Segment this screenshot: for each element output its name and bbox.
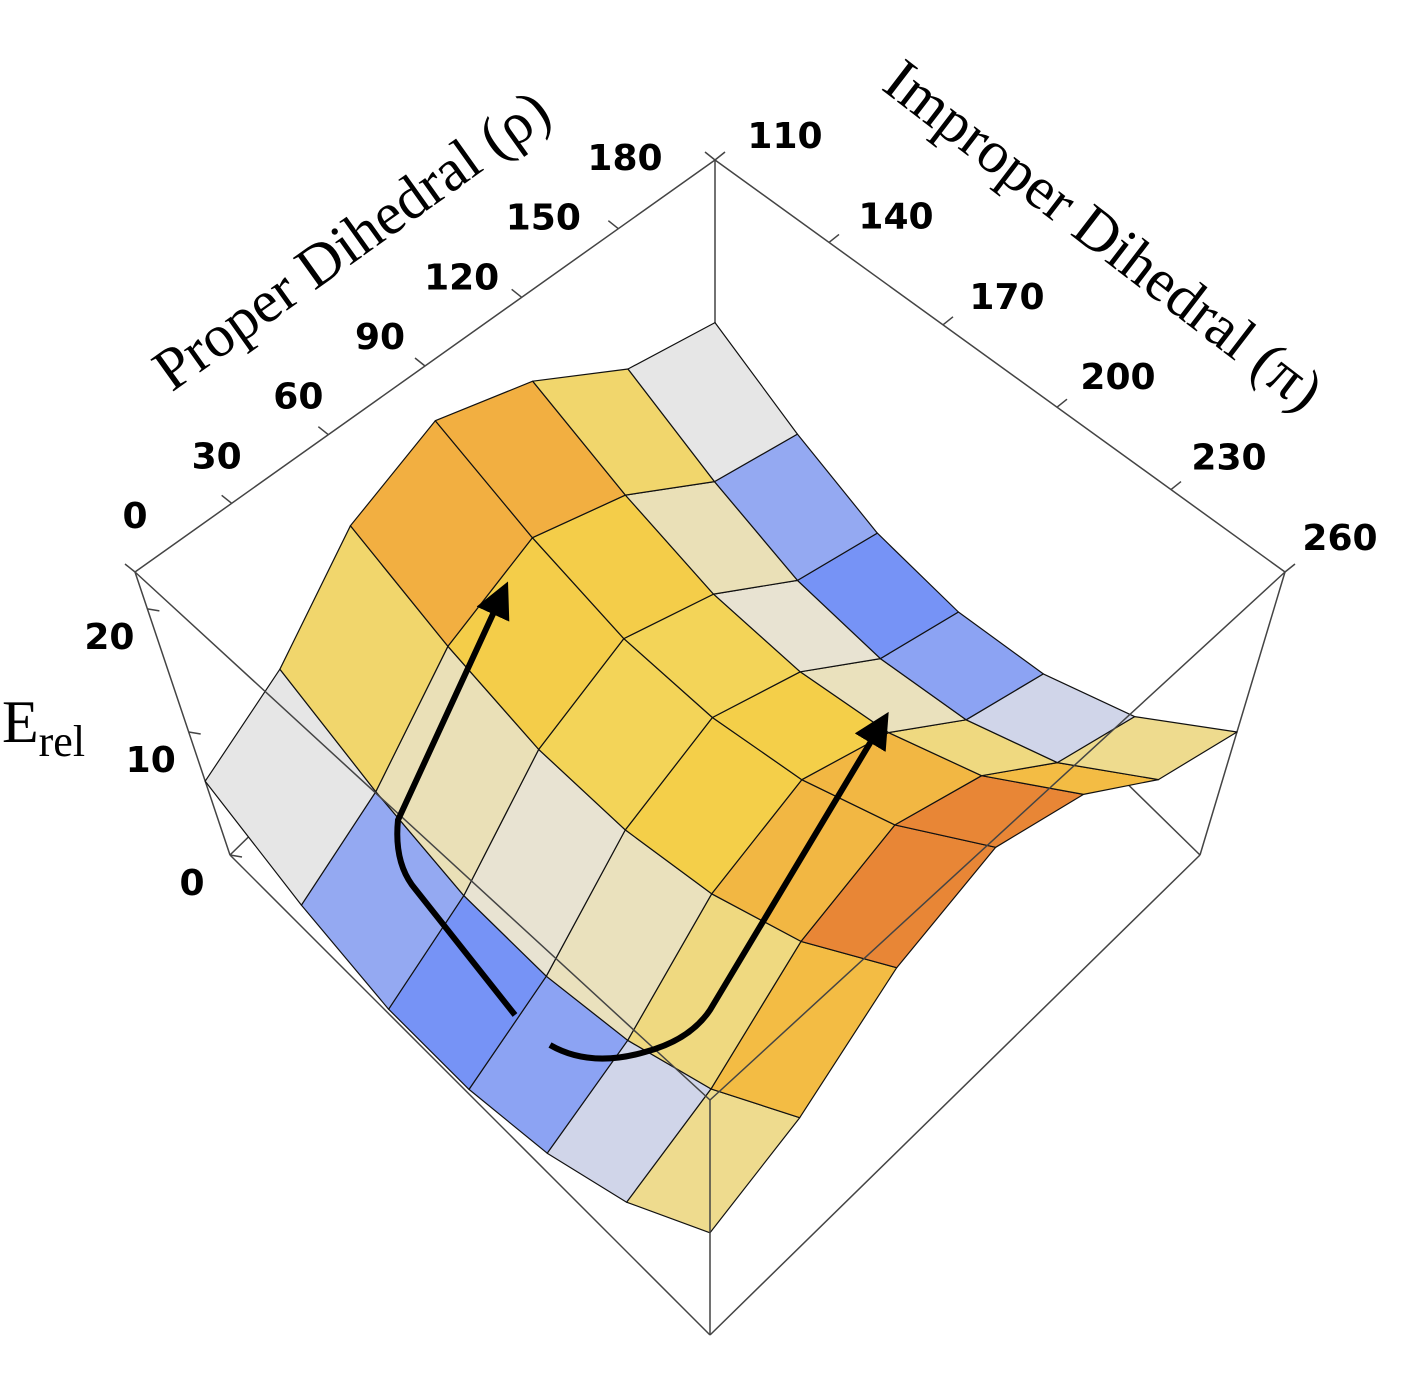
y-tick-label: 170 (969, 277, 1044, 318)
x-tick-label: 60 (273, 377, 323, 418)
y-tick-label: 230 (1191, 438, 1266, 479)
x-axis-label: Proper Dihedral (ρ) (141, 77, 562, 404)
arrow (394, 581, 518, 1017)
y-tick (1284, 563, 1296, 573)
x-tick (124, 563, 136, 573)
x-tick (317, 426, 329, 436)
z-tick (229, 854, 243, 858)
z-tick-label: 10 (126, 740, 176, 781)
y-tick-label: 200 (1080, 357, 1155, 398)
y-tick (828, 233, 840, 243)
box-front (134, 571, 1286, 1336)
y-tick (942, 316, 954, 326)
y-tick (1056, 398, 1068, 408)
x-tick-label: 90 (355, 317, 405, 358)
x-tick (511, 288, 523, 298)
surface-patch (627, 322, 799, 483)
x-tick-label: 30 (192, 436, 242, 477)
x-tick-label: 180 (587, 138, 662, 179)
x-tick-label: 150 (506, 198, 581, 239)
y-tick-label: 140 (858, 196, 933, 237)
arrow (548, 711, 889, 1062)
z-axis-label: Erel (2, 689, 85, 766)
z-axis-label-sub: rel (39, 717, 85, 766)
x-tick (221, 494, 233, 504)
y-tick (714, 151, 726, 161)
z-axis-label-main: E (2, 689, 39, 755)
x-tick (704, 151, 716, 161)
z-tick (188, 731, 201, 735)
annotation-arrows (394, 581, 889, 1062)
z-tick-label: 0 (179, 863, 204, 904)
z-tick-label: 20 (84, 617, 134, 658)
x-tick (414, 357, 426, 367)
x-tick (607, 220, 619, 230)
y-tick-label: 110 (747, 116, 822, 157)
y-tick (1170, 481, 1182, 491)
y-tick-label: 260 (1302, 518, 1377, 559)
z-tick (147, 608, 160, 612)
x-tick-label: 120 (424, 257, 499, 298)
x-tick-label: 0 (122, 496, 147, 537)
